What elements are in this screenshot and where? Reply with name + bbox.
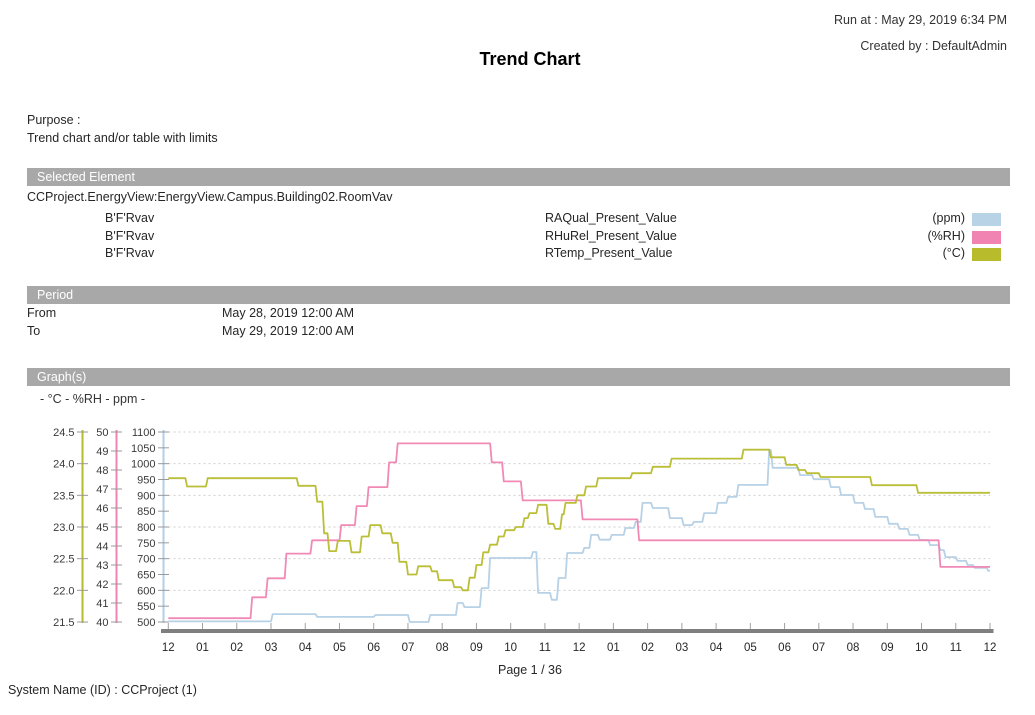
system-name-text: System Name (ID) : CCProject (1) <box>8 683 197 697</box>
property-name: RTemp_Present_Value <box>545 246 673 260</box>
y-axis-tick-label: 50 <box>96 427 108 439</box>
x-axis-tick-label: 02 <box>641 642 654 654</box>
x-axis-tick-label: 03 <box>675 642 688 654</box>
run-at-text: Run at : May 29, 2019 6:34 PM <box>833 13 1007 27</box>
y-axis-tick-label: 850 <box>137 506 155 518</box>
x-axis-tick-label: 09 <box>470 642 483 654</box>
x-axis-tick-label: 04 <box>299 642 312 654</box>
y-axis-tick-label: 1100 <box>132 427 156 439</box>
selected-element-row: B'F'Rvav RTemp_Present_Value (°C) <box>0 246 1035 263</box>
selected-element-path: CCProject.EnergyView:EnergyView.Campus.B… <box>27 190 393 204</box>
y-axis-tick-label: 40 <box>96 617 108 629</box>
y-axis-tick-label: 41 <box>96 598 108 610</box>
element-name: B'F'Rvav <box>105 246 155 260</box>
period-label: From <box>27 306 57 320</box>
property-name: RAQual_Present_Value <box>545 211 677 225</box>
x-axis-tick-label: 06 <box>778 642 791 654</box>
unit-label: (ppm) <box>932 211 965 225</box>
trend-chart: 21.5 22.0 22.5 23.0 23.5 24.0 24.5 40 41 42 43 44 45… <box>0 405 1035 670</box>
y-axis-tick-label: 46 <box>96 503 108 515</box>
y-axis-tick-label: 750 <box>137 538 155 550</box>
x-axis-tick-label: 12 <box>984 642 997 654</box>
selected-element-row: B'F'Rvav RAQual_Present_Value (ppm) <box>0 211 1035 228</box>
unit-label: (%RH) <box>927 228 966 243</box>
created-by-text: Created by : DefaultAdmin <box>860 39 1007 53</box>
section-header-period: Period <box>27 286 1010 304</box>
series-color-swatch <box>972 213 1001 226</box>
x-axis-tick-label: 04 <box>710 642 723 654</box>
x-axis-tick-label: 05 <box>744 642 757 654</box>
y-axis-tick-label: 48 <box>96 465 108 477</box>
y-axis-tick-label: 24.5 <box>53 427 74 439</box>
y-axis-tick-label: 43 <box>96 560 108 572</box>
y-axis-tick-label: 22.0 <box>53 585 74 597</box>
y-axis-tick-label: 900 <box>137 490 155 502</box>
series-RAQual_Present_Value <box>168 449 990 623</box>
y-axis-tick-label: 24.0 <box>53 459 74 471</box>
unit-label: (°C) <box>942 246 965 260</box>
y-axis-tick-label: 800 <box>137 522 155 534</box>
y-axis-tick-label: 22.5 <box>53 554 74 566</box>
x-axis-bar <box>161 629 994 633</box>
x-axis-tick-label: 10 <box>915 642 928 654</box>
y-axis-tick-label: 49 <box>96 446 108 458</box>
period-row: To May 29, 2019 12:00 AM <box>0 324 1035 341</box>
y-axis-tick-label: 700 <box>137 554 155 566</box>
x-axis-tick-label: 05 <box>333 642 346 654</box>
y-axis-tick-label: 650 <box>137 570 155 582</box>
x-axis-tick-label: 03 <box>265 642 278 654</box>
page-number: Page 1 / 36 <box>498 663 562 677</box>
series-RHuRel_Present_Value <box>168 442 990 620</box>
period-row: From May 28, 2019 12:00 AM <box>0 306 1035 323</box>
y-axis-tick-label: 23.5 <box>53 490 74 502</box>
y-axis-tick-label: 42 <box>96 579 108 591</box>
y-axis-tick-label: 47 <box>96 484 108 496</box>
x-axis-tick-label: 07 <box>402 642 415 654</box>
period-value: May 29, 2019 12:00 AM <box>222 324 355 338</box>
selected-element-row: B'F'Rvav RHuRel_Present_Value (%RH) <box>0 229 1035 246</box>
x-axis-tick-label: 08 <box>436 642 449 654</box>
x-axis-tick-label: 12 <box>162 642 175 654</box>
x-axis-tick-label: 11 <box>539 642 551 654</box>
y-axis-tick-label: 600 <box>137 585 155 597</box>
x-axis-tick-label: 12 <box>573 642 586 654</box>
x-axis-tick-label: 06 <box>367 642 380 654</box>
axis-units-caption: - °C - %RH - ppm - <box>40 392 145 406</box>
y-axis-tick-label: 45 <box>96 522 108 534</box>
section-header-selected-element: Selected Element <box>27 168 1010 186</box>
y-axis-tick-label: 23.0 <box>53 522 74 534</box>
x-axis-tick-label: 01 <box>196 642 209 654</box>
y-axis-tick-label: 21.5 <box>53 617 74 629</box>
y-axis-tick-label: 1050 <box>131 443 155 455</box>
x-axis-tick-label: 10 <box>504 642 517 654</box>
y-axis-tick-label: 44 <box>96 541 108 553</box>
x-axis-tick-label: 01 <box>607 642 620 654</box>
series-RTemp_Present_Value <box>168 448 990 592</box>
series-color-swatch <box>972 248 1001 261</box>
page-title: Trend Chart <box>479 49 581 69</box>
x-axis-tick-label: 09 <box>881 642 894 654</box>
y-axis-tick-label: 950 <box>137 475 155 487</box>
x-axis-tick-label: 08 <box>847 642 860 654</box>
trend-chart-svg: 21.5 22.0 22.5 23.0 23.5 24.0 24.5 40 41 42 43 44 45… <box>53 427 997 654</box>
x-axis-tick-label: 07 <box>812 642 825 654</box>
purpose-text: Trend chart and/or table with limits <box>27 131 218 145</box>
section-header-graphs: Graph(s) <box>27 368 1010 386</box>
x-axis-tick-label: 11 <box>950 642 962 654</box>
y-axis-tick-label: 500 <box>137 617 155 629</box>
element-name: B'F'Rvav <box>105 228 155 243</box>
series-color-swatch <box>972 230 1001 244</box>
x-axis-tick-label: 02 <box>230 642 243 654</box>
property-name: RHuRel_Present_Value <box>545 228 677 243</box>
element-name: B'F'Rvav <box>105 211 155 225</box>
period-label: To <box>27 324 41 338</box>
y-axis-tick-label: 550 <box>137 601 155 613</box>
y-axis-tick-label: 1000 <box>131 459 155 471</box>
period-value: May 28, 2019 12:00 AM <box>222 306 355 320</box>
purpose-label: Purpose : <box>27 113 81 127</box>
